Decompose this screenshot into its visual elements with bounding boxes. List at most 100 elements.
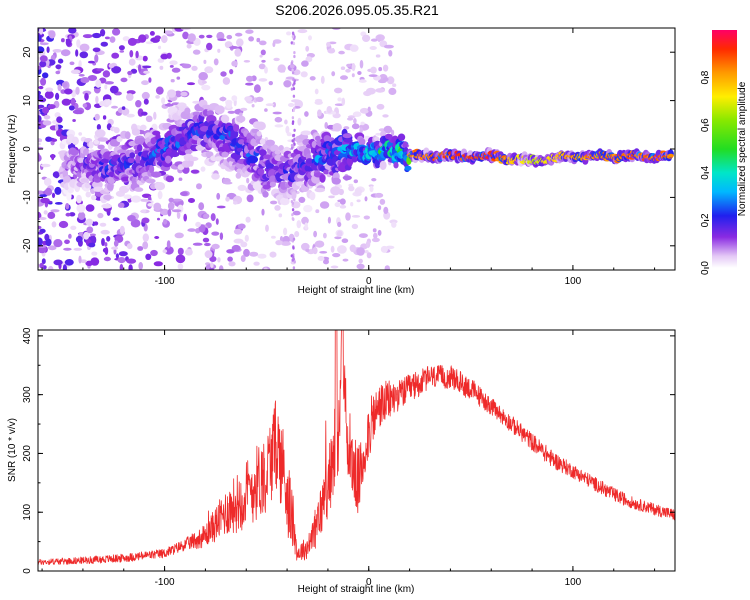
spectrogram-noise-blob [126,258,137,264]
spectrogram-noise-blob [342,258,349,262]
spectrogram-noise-blob [358,233,368,239]
spectrogram-noise-blob [198,202,205,211]
spectrogram-noise-blob [290,143,294,148]
spectrogram-noise-blob [315,209,320,214]
spectrogram-noise-blob [203,59,207,64]
spectrogram-noise-blob [51,221,57,228]
spectrogram-noise-blob [70,225,77,230]
top-y-tick-label: -20 [22,238,33,253]
spectrogram-noise-blob [72,109,83,115]
spectrogram-noise-blob [55,64,62,70]
spectrogram-noise-blob [369,185,374,193]
spectrogram-noise-blob [327,216,331,224]
spectrogram-noise-blob [388,87,397,95]
spectrogram-noise-blob [217,48,221,53]
spectrogram-ridge-blob [140,124,147,131]
spectrogram-noise-blob [119,264,124,270]
spectrogram-noise-blob [225,196,230,202]
top-y-tick-label: 20 [22,46,33,58]
spectrogram-noise-blob [141,217,150,224]
spectrogram-noise-blob [233,201,238,205]
spectrogram-ridge-blob [201,84,211,91]
spectrogram-noise-blob [97,212,104,219]
spectrogram-noise-blob [372,228,377,233]
spectrogram-noise-blob [65,212,71,217]
spectrogram-noise-blob [271,235,276,239]
spectrogram-noise-blob [301,216,309,225]
spectrogram-noise-blob [331,71,336,77]
spectrogram-noise-blob [365,240,371,248]
bottom-plot-background [38,330,675,571]
spectrogram-noise-blob [161,97,166,105]
spectrogram-noise-blob [314,100,323,105]
spectrogram-noise-blob [211,173,220,180]
spectrogram-ridge-blob [214,156,223,161]
spectrogram-noise-blob [292,266,296,270]
spectrogram-noise-blob [339,198,346,205]
spectrogram-noise-blob [122,36,130,42]
spectrogram-noise-blob [68,28,77,34]
spectrogram-ridge-blob [397,133,406,141]
top-x-tick-label: 100 [565,276,582,287]
spectrogram-noise-blob [80,259,87,264]
spectrogram-noise-blob [351,223,359,230]
spectrogram-noise-blob [375,132,382,136]
spectrogram-noise-blob [126,243,133,250]
spectrogram-noise-blob [392,83,397,87]
spectrogram-noise-blob [43,210,48,215]
spectrogram-noise-blob [246,75,254,82]
spectrogram-noise-blob [141,80,149,86]
spectrogram-noise-blob [47,104,56,110]
spectrogram-noise-blob [244,234,249,242]
spectrogram-noise-blob [75,49,79,57]
spectrogram-noise-blob [87,60,96,64]
spectrogram-noise-blob [284,119,288,125]
spectrogram-noise-blob [261,208,265,216]
spectrogram-noise-blob [115,253,119,259]
spectrogram-noise-blob [165,175,175,183]
spectrogram-noise-blob [155,86,164,95]
spectrogram-noise-blob [147,203,154,207]
chart-title: S206.2026.095.05.35.R21 [275,2,439,18]
spectrogram-noise-blob [366,252,372,259]
spectrogram-noise-blob [356,247,365,256]
spectrogram-noise-blob [48,265,54,270]
spectrogram-noise-blob [167,89,177,98]
spectrogram-noise-blob [320,75,325,84]
spectrogram-noise-blob [324,258,329,262]
spectrogram-noise-blob [236,38,244,47]
spectrogram-noise-blob [177,247,184,256]
spectrogram-noise-blob [61,38,65,43]
spectrogram-noise-blob [191,65,198,71]
spectrogram-ridge-blob [131,128,141,136]
spectrogram-noise-blob [163,30,173,35]
spectrogram-noise-blob [180,91,188,97]
spectrogram-noise-blob [70,97,76,106]
spectrogram-ridge-blob [127,157,135,164]
spectrogram-noise-blob [128,264,133,270]
spectrogram-noise-blob [149,31,155,36]
spectrogram-noise-blob [176,76,181,80]
spectrogram-noise-blob [94,54,99,63]
spectrogram-ridge-blob [331,177,341,185]
spectrogram-noise-blob [58,220,69,229]
spectrogram-noise-blob [78,255,82,264]
spectrogram-noise-blob [377,34,381,43]
spectrogram-noise-blob [231,244,241,252]
spectrogram-noise-blob [251,104,255,108]
spectrogram-noise-blob [351,123,360,130]
spectrogram-noise-blob [141,209,147,213]
spectrogram-noise-blob [64,239,70,245]
spectrogram-noise-blob [82,103,88,108]
spectrogram-noise-blob [77,211,86,220]
spectrogram-noise-blob [216,205,226,209]
spectrogram-ridge-blob [80,178,89,183]
spectrogram-noise-blob [38,237,43,245]
spectrogram-noise-blob [313,230,317,238]
bottom-y-axis-label: SNR (10 * v/v) [7,418,18,482]
spectrogram-noise-blob [43,115,51,120]
spectrogram-noise-blob [174,232,184,239]
spectrogram-noise-blob [55,124,59,131]
spectrogram-noise-blob [228,261,236,267]
spectrogram-ridge-blob [269,181,276,188]
